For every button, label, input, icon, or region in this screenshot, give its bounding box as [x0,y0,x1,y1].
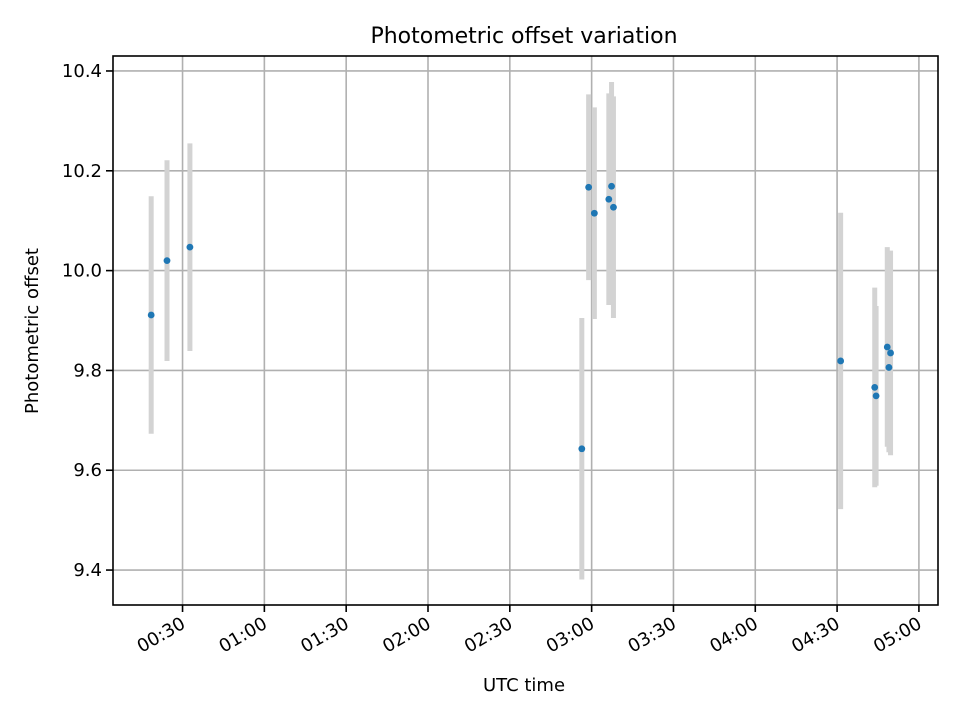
data-point [585,183,593,191]
y-axis-label: Photometric offset [22,248,43,414]
data-point [837,357,845,365]
chart-title: Photometric offset variation [370,24,677,49]
data-point [887,349,894,357]
data-point [872,392,880,400]
data-point [163,257,171,265]
x-tick-label: 04:00 [706,613,761,657]
x-axis-ticks: 00:30 01:00 01:30 02:00 02:30 03:00 03:30 04:00… [134,605,925,657]
data-point [610,203,617,211]
x-tick-label: 04:30 [788,613,843,657]
x-tick-label: 02:00 [379,613,434,657]
x-tick-label: 03:00 [543,613,598,657]
x-tick-label: 03:30 [625,613,680,657]
error-bars [148,81,894,580]
data-point [186,243,194,251]
y-tick-label: 9.8 [73,360,102,381]
data-points [147,182,894,453]
data-point [885,364,893,371]
data-point [605,195,613,203]
y-tick-label: 9.4 [73,560,102,581]
data-point [883,343,891,351]
data-point [608,182,615,190]
y-axis-ticks: 9.4 9.6 9.8 10.0 10.2 10.4 [62,61,113,581]
data-point [590,209,598,217]
x-tick-label: 02:30 [461,613,516,657]
y-tick-label: 10.2 [62,161,102,182]
y-tick-label: 9.6 [73,460,102,481]
x-tick-label: 01:30 [297,613,352,657]
x-tick-label: 00:30 [134,613,189,657]
x-tick-label: 05:00 [870,613,925,657]
plot-frame [112,55,939,606]
x-axis-label: UTC time [483,675,565,696]
data-point [147,311,155,319]
data-point [578,445,586,453]
grid [113,56,938,605]
data-point [871,383,879,391]
y-tick-label: 10.0 [62,261,102,282]
x-tick-label: 01:00 [215,613,270,657]
y-tick-label: 10.4 [62,61,102,82]
